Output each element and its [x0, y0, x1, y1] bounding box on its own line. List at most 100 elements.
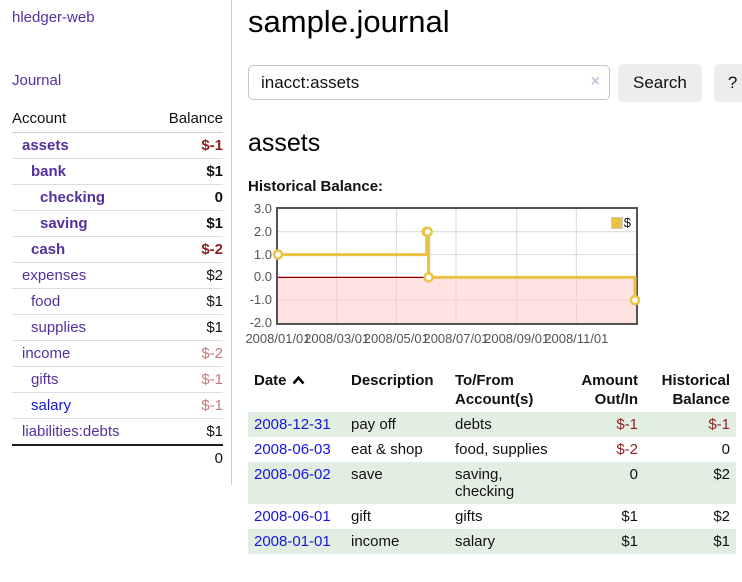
x-axis-tick-label: 2008/03/01 — [304, 331, 370, 346]
account-balance: $-1 — [152, 392, 223, 419]
chart-legend: $ — [610, 215, 631, 230]
account-row: saving $1 — [12, 210, 223, 237]
accounts-header-account: Account — [12, 106, 153, 133]
description-cell: pay off — [351, 416, 396, 433]
balance-cell: $2 — [713, 466, 730, 483]
description-cell: eat & shop — [351, 441, 423, 458]
transaction-date-link[interactable]: 2008-12-31 — [254, 416, 331, 433]
balance-cell: $1 — [713, 533, 730, 550]
y-axis-tick-label: 0.0 — [253, 269, 272, 285]
sidebar: hledger-web Journal Account Balance asse… — [0, 0, 232, 485]
sidebar-account-link[interactable]: salary — [31, 397, 72, 414]
transaction-date-link[interactable]: 2008-01-01 — [254, 533, 331, 550]
register-table: Date Description To/From Account(s) Amou… — [248, 368, 736, 554]
chart-plot-area: $ — [272, 207, 641, 325]
description-cell: save — [351, 466, 383, 483]
account-balance: $1 — [152, 288, 223, 315]
clear-search-icon[interactable]: × — [590, 73, 600, 90]
sidebar-nav: Journal — [12, 72, 223, 89]
sidebar-account-link[interactable]: cash — [31, 241, 66, 258]
account-row: salary $-1 — [12, 392, 223, 419]
account-cell: food — [12, 288, 153, 315]
search-input[interactable] — [248, 65, 610, 100]
account-cell: income — [12, 340, 153, 367]
amount-cell: $-2 — [616, 441, 638, 458]
date-cell: 2008-12-31 — [248, 412, 345, 437]
account-balance: $-2 — [152, 236, 223, 263]
account-cell: cash — [12, 236, 153, 263]
sidebar-account-link[interactable]: income — [22, 345, 71, 362]
accounts-table: Account Balance assets $-1 bank $1 checking 0… — [12, 106, 223, 471]
description-cell: gift — [351, 508, 372, 525]
sidebar-account-link[interactable]: checking — [40, 189, 106, 206]
transaction-date-link[interactable]: 2008-06-01 — [254, 508, 331, 525]
account-row: checking 0 — [12, 184, 223, 211]
account-balance: $1 — [152, 210, 223, 237]
account-row: assets $-1 — [12, 132, 223, 159]
page: hledger-web Journal Account Balance asse… — [0, 0, 742, 554]
amount-cell: 0 — [629, 466, 638, 483]
sidebar-account-link[interactable]: liabilities:debts — [22, 423, 120, 440]
account-cell: bank — [12, 158, 153, 185]
account-cell: checking — [12, 184, 153, 211]
chart-title: Historical Balance: — [248, 178, 384, 195]
y-axis-tick-label: -2.0 — [249, 315, 272, 330]
account-cell: gifts — [12, 366, 153, 393]
accounts-cell: gifts — [455, 508, 483, 525]
sidebar-account-link[interactable]: assets — [22, 137, 69, 154]
accounts-total-value: 0 — [152, 444, 223, 471]
account-cell: salary — [12, 392, 153, 419]
sidebar-account-link[interactable]: expenses — [22, 267, 87, 284]
register-header-date-label: Date — [254, 372, 287, 389]
transaction-date-link[interactable]: 2008-06-02 — [254, 466, 331, 483]
search-row: × Search ? — [248, 64, 742, 102]
account-balance: $2 — [152, 262, 223, 289]
balance-cell: $2 — [713, 508, 730, 525]
sidebar-account-link[interactable]: bank — [31, 163, 67, 180]
historical-balance-chart: $ 3.0 2.0 1.0 0.0 -1.0 -2.0 2008/01/01 2008/03/… — [245, 201, 728, 352]
sidebar-account-link[interactable]: gifts — [31, 371, 59, 388]
account-cell: liabilities:debts — [12, 419, 152, 446]
balance-cell: 0 — [721, 441, 730, 458]
sidebar-account-link[interactable]: food — [31, 293, 61, 310]
sidebar-account-link[interactable]: saving — [40, 215, 88, 232]
account-balance: $-1 — [152, 366, 223, 393]
accounts-header-balance: Balance — [152, 106, 223, 133]
accounts-cell: saving, checking — [455, 466, 515, 500]
account-row: food $1 — [12, 288, 223, 315]
register-row: 2008-06-02 save saving, checking 0 $2 — [248, 462, 736, 504]
y-axis-tick-label: 2.0 — [253, 223, 272, 239]
y-axis-tick-label: 3.0 — [253, 201, 272, 216]
register-header-description: Description — [351, 372, 434, 389]
chart-canvas — [272, 209, 641, 323]
register-header-balance: Historical Balance — [661, 372, 730, 408]
y-axis-tick-label: -1.0 — [249, 292, 272, 308]
sidebar-account-link[interactable]: supplies — [31, 319, 87, 336]
date-cell: 2008-06-03 — [248, 437, 345, 462]
accounts-cell: food, supplies — [455, 441, 548, 458]
account-balance: $1 — [206, 423, 223, 440]
amount-cell: $1 — [621, 533, 638, 550]
register-row: 2008-01-01 income salary $1 $1 — [248, 529, 736, 554]
y-axis-tick-label: 1.0 — [253, 246, 272, 262]
register-row: 2008-06-03 eat & shop food, supplies $-2 0 — [248, 437, 736, 462]
transaction-date-link[interactable]: 2008-06-03 — [254, 441, 331, 458]
account-balance: $1 — [152, 314, 223, 341]
account-row: cash $-2 — [12, 236, 223, 263]
help-button[interactable]: ? — [713, 64, 742, 102]
x-axis-tick-label: 2008/07/01 — [423, 331, 489, 346]
account-heading: assets — [248, 129, 321, 157]
account-cell: saving — [12, 210, 153, 237]
account-balance: $-2 — [152, 340, 223, 367]
account-row: expenses $2 — [12, 262, 223, 289]
x-axis-tick-label: 2008/11/01 — [544, 331, 609, 346]
account-balance: $-1 — [152, 132, 223, 159]
x-axis-tick-label: 2008/09/01 — [484, 331, 550, 346]
search-button[interactable]: Search — [618, 64, 702, 102]
search-box: × — [248, 65, 610, 100]
register-header-date[interactable]: Date — [248, 368, 345, 412]
legend-label: $ — [623, 215, 631, 230]
brand-link[interactable]: hledger-web — [12, 9, 95, 26]
accounts-cell: salary — [455, 533, 496, 550]
sidebar-item-journal[interactable]: Journal — [12, 72, 62, 89]
